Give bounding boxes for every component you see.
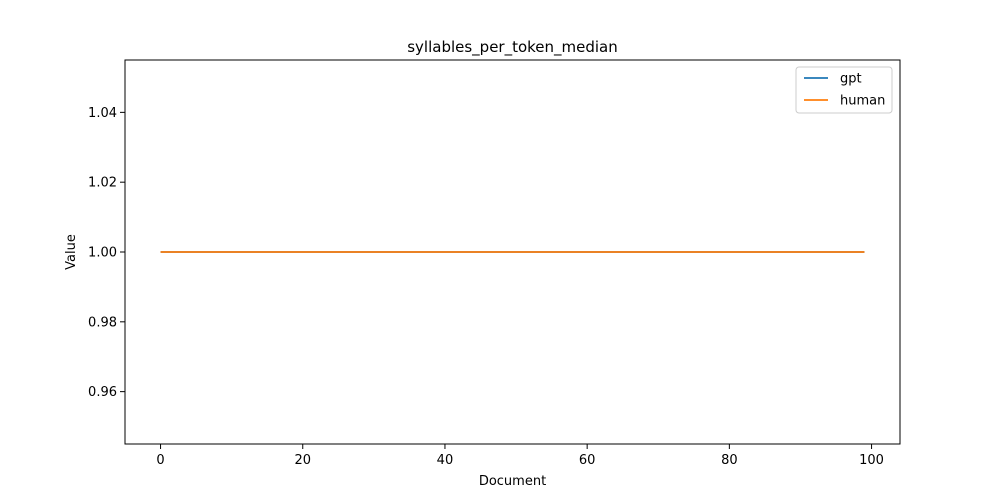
y-tick-label: 1.04 (88, 106, 117, 121)
plot-area: 0 20 40 60 80 100 0.96 0.98 1.00 1.02 1.04 (88, 106, 884, 468)
x-tick-label: 80 (721, 453, 738, 468)
y-axis-label: Value (64, 234, 79, 270)
legend: gpt human (795, 66, 893, 114)
y-tick-label: 0.98 (88, 315, 117, 330)
y-tick-label: 0.96 (88, 385, 117, 400)
x-axis-label: Document (479, 474, 546, 489)
y-tick-label: 1.00 (88, 246, 117, 261)
x-tick-label: 20 (294, 453, 311, 468)
y-tick-label: 1.02 (88, 176, 117, 191)
x-tick-label: 0 (156, 453, 164, 468)
legend-label-gpt: gpt (840, 72, 862, 87)
x-tick-label: 100 (859, 453, 884, 468)
chart-title: syllables_per_token_median (407, 38, 618, 57)
plot-frame (124, 59, 901, 445)
x-tick-label: 40 (437, 453, 454, 468)
legend-label-human: human (840, 94, 885, 109)
x-tick-label: 60 (579, 453, 596, 468)
